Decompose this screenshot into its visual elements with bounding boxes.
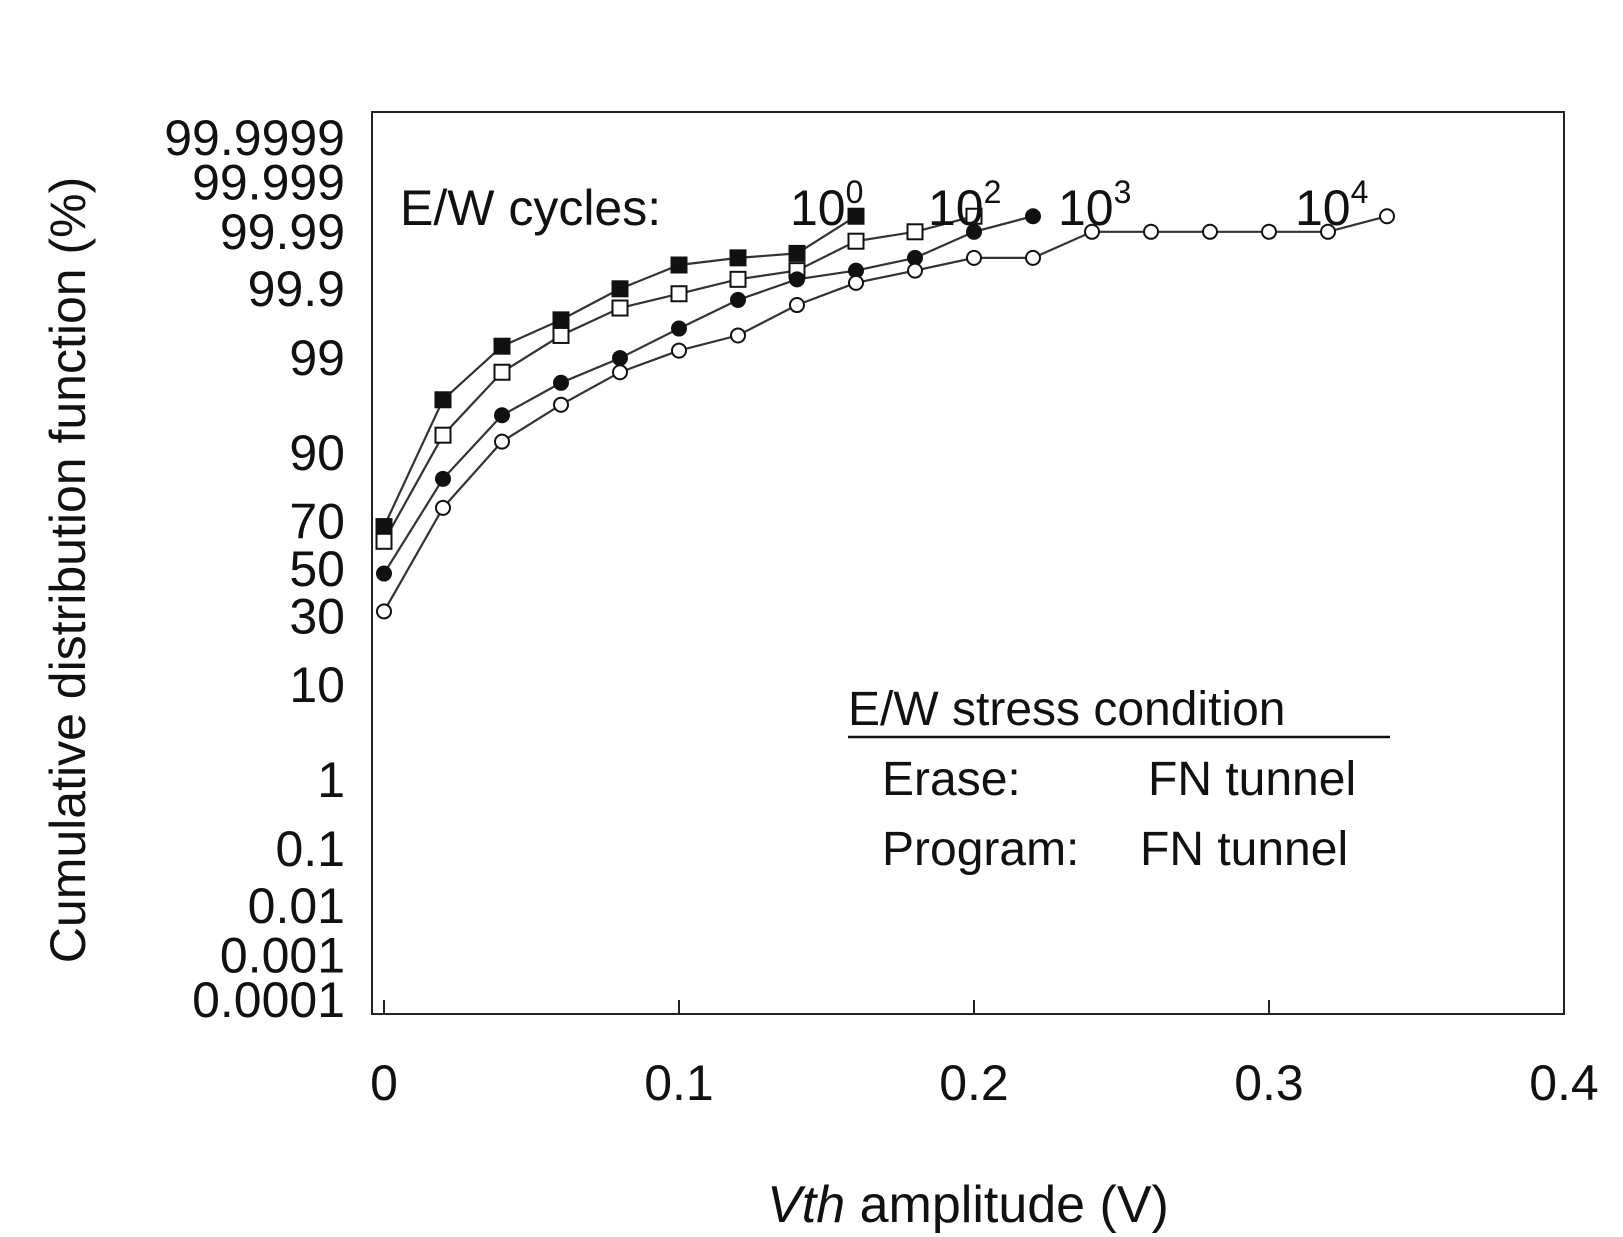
x-axis-label: Vth amplitude (V) xyxy=(767,1176,1169,1234)
legend-program-label: Program: xyxy=(882,823,1079,876)
y-axis-label: Cumulative distribution function (%) xyxy=(40,177,96,963)
y-tick-label: 0.01 xyxy=(248,878,345,934)
cycle-label-3-exp: 3 xyxy=(1114,174,1132,210)
series-3-marker xyxy=(671,320,687,337)
series-4-marker xyxy=(553,396,569,413)
series-1-marker xyxy=(847,207,865,225)
series-3-marker xyxy=(494,407,510,424)
series-4-marker xyxy=(966,249,982,266)
x-axis-label-rest: amplitude (V) xyxy=(845,1176,1169,1234)
legend-program-value: FN tunnel xyxy=(1140,823,1348,876)
series-1-marker xyxy=(493,337,511,355)
legend-title: E/W stress condition xyxy=(848,683,1285,736)
y-tick-label: 0.0001 xyxy=(192,972,345,1028)
series-2-marker xyxy=(729,270,747,288)
series-4-marker xyxy=(671,342,687,359)
series-4-marker xyxy=(1261,223,1277,240)
y-axis-ticks: 0.00010.0010.010.1110305070909999.999.99… xyxy=(164,110,345,1028)
series-1-marker xyxy=(670,256,688,274)
cycle-label-1-base: 10 xyxy=(790,180,846,236)
y-tick-label: 1 xyxy=(317,752,345,808)
y-tick-label: 0.1 xyxy=(275,821,345,877)
cycle-label-3-base: 10 xyxy=(1058,180,1114,236)
y-tick-label: 99.9 xyxy=(248,261,345,317)
series-4-marker xyxy=(1379,208,1395,225)
cycle-label-4-base: 10 xyxy=(1295,180,1351,236)
cycle-label-2: 102 xyxy=(928,174,1001,236)
x-tick-label: 0.2 xyxy=(939,1055,1009,1111)
series-markers xyxy=(375,207,1395,620)
series-3-marker xyxy=(612,350,628,367)
cycle-label-1-exp: 0 xyxy=(846,174,864,210)
series-3-marker xyxy=(730,291,746,308)
cycle-label-4: 104 xyxy=(1295,174,1368,236)
series-1-marker xyxy=(611,280,629,298)
y-tick-label: 99.99 xyxy=(220,204,345,260)
x-axis-label-italic: Vth xyxy=(767,1176,845,1234)
legend-erase-value: FN tunnel xyxy=(1148,753,1356,806)
series-4-marker xyxy=(1025,249,1041,266)
series-4-marker xyxy=(1143,223,1159,240)
series-3-marker xyxy=(435,470,451,487)
series-1-marker xyxy=(434,391,452,409)
series-lines xyxy=(383,215,1388,612)
series-2-marker xyxy=(493,363,511,381)
series-4-marker xyxy=(730,327,746,344)
series-4-marker xyxy=(376,603,392,620)
series-1-marker xyxy=(788,244,806,262)
cycle-annotation: E/W cycles: 100 102 103 104 xyxy=(400,174,1368,236)
series-3-marker xyxy=(376,565,392,582)
series-4-marker xyxy=(789,297,805,314)
series-2-marker xyxy=(965,207,983,225)
series-3-marker xyxy=(1025,208,1041,225)
series-4-marker xyxy=(494,433,510,450)
x-tick-label: 0 xyxy=(370,1055,398,1111)
cycle-label-1: 100 xyxy=(790,174,863,236)
series-1-marker xyxy=(552,311,570,329)
series-line-4 xyxy=(383,215,1388,612)
y-tick-label: 0.001 xyxy=(220,928,345,984)
cycle-label-2-exp: 2 xyxy=(984,174,1002,210)
legend-erase-label: Erase: xyxy=(882,753,1021,806)
series-2-marker xyxy=(375,532,393,550)
x-tick-label: 0.1 xyxy=(644,1055,714,1111)
cycles-label: E/W cycles: xyxy=(400,180,661,236)
cycle-label-4-exp: 4 xyxy=(1351,174,1369,210)
y-tick-label: 90 xyxy=(289,425,345,481)
series-4-marker xyxy=(848,274,864,291)
series-4-marker xyxy=(612,364,628,381)
y-tick-label: 50 xyxy=(289,541,345,597)
cycle-label-2-base: 10 xyxy=(928,180,984,236)
y-tick-label: 99.9999 xyxy=(164,110,345,166)
series-2-marker xyxy=(611,299,629,317)
y-tick-label: 99 xyxy=(289,330,345,386)
cycle-label-3: 103 xyxy=(1058,174,1131,236)
y-tick-label: 70 xyxy=(289,493,345,549)
series-3-marker xyxy=(966,223,982,240)
x-tick-label: 0.3 xyxy=(1234,1055,1304,1111)
x-tick-label: 0.4 xyxy=(1529,1055,1599,1111)
series-2-marker xyxy=(670,285,688,303)
series-4-marker xyxy=(1320,223,1336,240)
series-2-marker xyxy=(906,223,924,241)
series-3-marker xyxy=(553,374,569,391)
series-3-marker xyxy=(789,271,805,288)
series-4-marker xyxy=(907,262,923,279)
series-line-3 xyxy=(383,215,1034,575)
y-tick-label: 30 xyxy=(289,589,345,645)
series-2-marker xyxy=(434,426,452,444)
series-4-marker xyxy=(1202,223,1218,240)
plot-frame xyxy=(371,111,1565,1015)
x-axis-ticks: 0 0.1 0.2 0.3 0.4 xyxy=(370,1000,1599,1111)
stress-condition-legend: E/W stress condition Erase: FN tunnel Pr… xyxy=(848,683,1390,876)
series-2-marker xyxy=(847,232,865,250)
series-2-marker xyxy=(552,326,570,344)
series-1-marker xyxy=(729,249,747,267)
series-1-marker xyxy=(375,518,393,536)
y-tick-label: 10 xyxy=(289,657,345,713)
y-tick-label: 99.999 xyxy=(192,154,345,210)
series-4-marker xyxy=(435,499,451,516)
series-4-marker xyxy=(1084,223,1100,240)
